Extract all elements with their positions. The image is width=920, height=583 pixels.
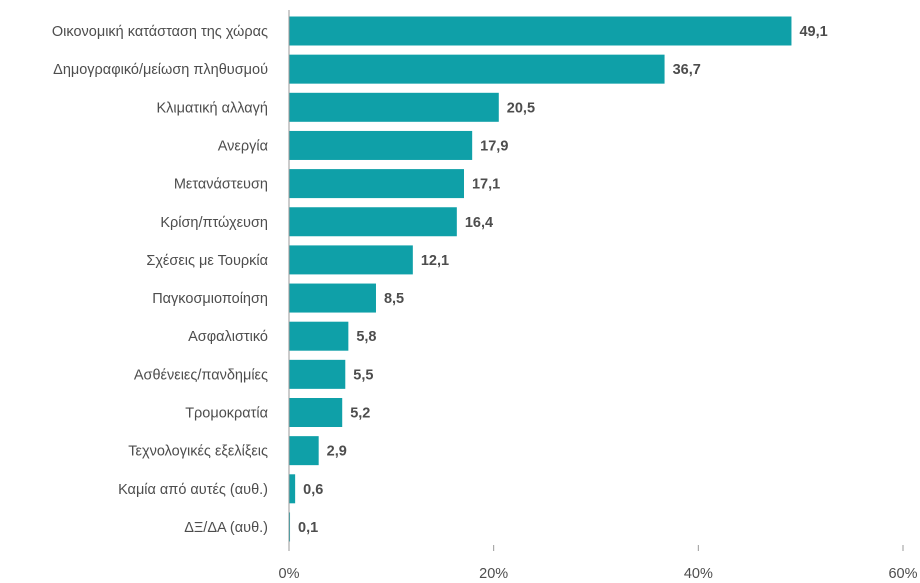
value-label: 5,8 xyxy=(356,329,376,345)
category-label: Δημογραφικό/μείωση πληθυσμού xyxy=(53,62,268,78)
value-label: 2,9 xyxy=(327,444,347,460)
bars-group xyxy=(289,16,792,542)
x-axis-ticks: 0% 20% 40% 60% xyxy=(279,545,918,582)
category-label: Τεχνολογικές εξελίξεις xyxy=(128,444,268,460)
bar-3 xyxy=(289,130,473,160)
value-label: 5,5 xyxy=(353,367,373,383)
bar-13 xyxy=(289,512,291,542)
bar-0 xyxy=(289,16,792,46)
value-label: 20,5 xyxy=(507,100,535,116)
bar-6 xyxy=(289,245,413,275)
category-label: Ασφαλιστικό xyxy=(188,329,268,345)
value-label: 36,7 xyxy=(673,62,701,78)
bar-12 xyxy=(289,474,296,504)
category-labels: Οικονομική κατάσταση της χώρας Δημογραφικ… xyxy=(52,24,268,536)
category-label: Παγκοσμιοποίηση xyxy=(152,291,268,307)
category-label: Οικονομική κατάσταση της χώρας xyxy=(52,24,268,40)
value-label: 5,2 xyxy=(350,406,370,422)
x-tick-label: 0% xyxy=(279,566,300,582)
value-label: 0,1 xyxy=(298,520,318,536)
bar-5 xyxy=(289,207,457,237)
category-label: Καμία από αυτές (αυθ.) xyxy=(118,482,268,498)
category-label: ΔΞ/ΔΑ (αυθ.) xyxy=(184,520,268,536)
category-label: Ανεργία xyxy=(218,138,268,154)
x-tick-label: 20% xyxy=(479,566,508,582)
bar-7 xyxy=(289,283,376,313)
x-tick-label: 60% xyxy=(888,566,917,582)
bar-8 xyxy=(289,321,349,351)
x-tick-label: 40% xyxy=(684,566,713,582)
bar-1 xyxy=(289,54,665,84)
value-label: 0,6 xyxy=(303,482,323,498)
category-label: Μετανάστευση xyxy=(174,177,268,193)
value-label: 49,1 xyxy=(799,24,827,40)
bar-10 xyxy=(289,398,343,427)
value-label: 8,5 xyxy=(384,291,404,307)
category-label: Κρίση/πτώχευση xyxy=(160,215,268,231)
category-label: Κλιματική αλλαγή xyxy=(156,100,268,116)
bar-9 xyxy=(289,359,346,389)
bar-4 xyxy=(289,169,464,199)
bar-11 xyxy=(289,436,319,466)
category-label: Σχέσεις με Τουρκία xyxy=(146,253,268,269)
value-label: 16,4 xyxy=(465,215,493,231)
value-label: 12,1 xyxy=(421,253,449,269)
value-label: 17,9 xyxy=(480,138,508,154)
category-label: Τρομοκρατία xyxy=(185,406,268,422)
bar-2 xyxy=(289,92,499,122)
value-labels: 49,1 36,7 20,5 17,9 17,1 16,4 12,1 8,5 5,8 5,5 5,2… xyxy=(298,24,828,536)
category-label: Ασθένειες/πανδημίες xyxy=(134,367,268,383)
value-label: 17,1 xyxy=(472,177,500,193)
